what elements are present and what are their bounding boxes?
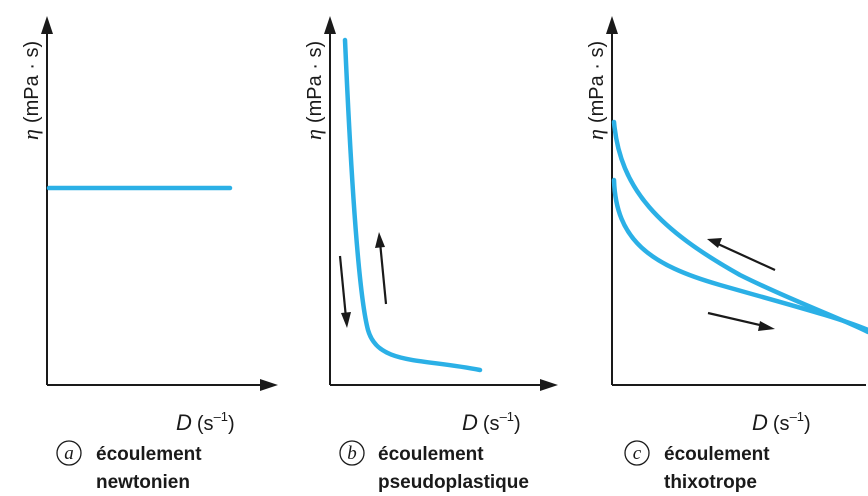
panel-b-caption-line1: écoulement (378, 444, 484, 465)
panel-a-y-axis-label: η(mPa · s) (18, 41, 43, 140)
panel-c-return-arrowhead (707, 238, 722, 248)
panel-b-letter-circle (339, 440, 365, 466)
panel-b-increasing-arrow (378, 241, 388, 305)
panel-b-caption-line2: pseudoplastique (378, 472, 529, 493)
panel-c-lower-curve (611, 177, 868, 333)
panel-b-pseudoplastic-curve (342, 37, 483, 373)
panel-b-increasing-arrowhead (375, 232, 385, 248)
panel-c-y-axis-label: η(mPa · s) (583, 41, 608, 140)
panel-a: η(mPa · s) D (s–1) a écoulement newtonien (18, 16, 278, 493)
panel-c-letter: c (633, 443, 642, 464)
panel-c-caption-line1: écoulement (664, 444, 770, 465)
panel-b-y-axis-label: η(mPa · s) (301, 41, 326, 140)
panel-c-forward-arrow (707, 311, 765, 328)
panel-b-y-arrowhead (324, 16, 336, 34)
panel-a-x-arrowhead (260, 379, 278, 391)
panel-b: η(mPa · s) D (s–1) b écoulement pseudopla… (301, 16, 558, 493)
panel-a-caption-line2: newtonien (96, 472, 190, 493)
panel-a-caption-line1: écoulement (96, 444, 202, 465)
panel-c-caption-line2: thixotrope (664, 472, 757, 493)
panel-a-letter-circle (56, 440, 82, 466)
panel-c-x-axis-label: D (s–1) (752, 409, 811, 435)
panel-b-x-arrowhead (540, 379, 558, 391)
panel-c-y-arrowhead (606, 16, 618, 34)
panel-c-letter-circle (624, 440, 650, 466)
panel-b-decreasing-arrowhead (341, 312, 351, 328)
panel-b-letter: b (347, 443, 357, 464)
panel-c: η(mPa · s) D (s–1) c écoulement thixotrop… (583, 16, 868, 493)
panel-c-return-arrow (717, 242, 776, 272)
panel-a-y-arrowhead (41, 16, 53, 34)
panel-a-x-axis-label: D (s–1) (176, 409, 235, 435)
panel-c-forward-arrowhead (758, 321, 775, 331)
panel-b-x-axis-label: D (s–1) (462, 409, 521, 435)
panel-b-decreasing-arrow (338, 255, 348, 319)
panel-a-letter: a (64, 443, 74, 464)
panel-c-upper-curve (611, 119, 868, 335)
